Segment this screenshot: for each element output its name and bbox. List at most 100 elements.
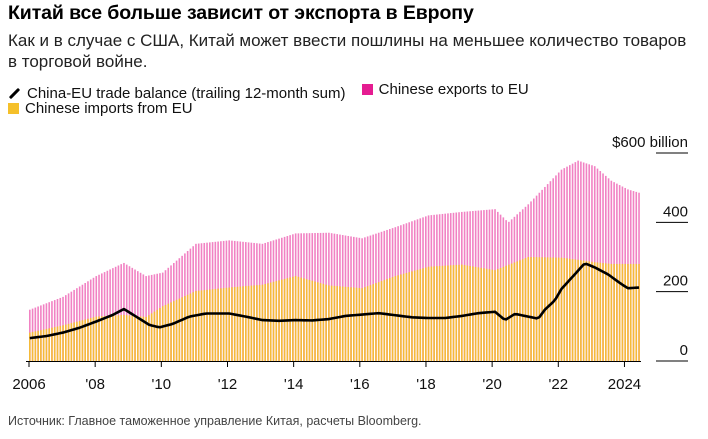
imports-bar: [602, 263, 604, 361]
imports-bar: [353, 287, 355, 361]
imports-bar: [508, 264, 510, 361]
imports-bar: [624, 263, 626, 361]
imports-bar: [519, 260, 521, 361]
imports-bar: [261, 284, 264, 361]
imports-bar: [139, 316, 142, 361]
x-tick-label-2022: '22: [549, 376, 569, 393]
x-tick-label-2020: '20: [482, 376, 502, 393]
imports-bar: [206, 289, 208, 361]
imports-bar: [236, 286, 239, 361]
imports-bar: [106, 315, 109, 361]
imports-bar: [161, 306, 164, 361]
imports-bar: [552, 257, 554, 361]
imports-bar: [546, 257, 549, 361]
imports-bar: [419, 269, 422, 361]
imports-bar: [53, 327, 56, 361]
x-tick-label-2024: 2024: [608, 376, 641, 393]
imports-bar: [516, 261, 518, 361]
imports-bar: [103, 316, 106, 361]
imports-bar: [607, 263, 610, 361]
imports-bar: [197, 290, 200, 361]
imports-bar: [217, 288, 219, 361]
imports-bar: [577, 259, 579, 361]
imports-bar: [347, 287, 350, 361]
imports-bar: [449, 265, 452, 361]
imports-bar: [463, 265, 466, 361]
imports-bar: [330, 285, 333, 361]
imports-bar: [375, 283, 377, 361]
imports-bar: [599, 262, 602, 361]
imports-bar: [89, 318, 92, 361]
imports-bar: [533, 257, 535, 361]
imports-bar: [574, 259, 577, 361]
imports-bar: [228, 287, 230, 361]
imports-bar: [114, 315, 117, 361]
imports-bar: [563, 258, 566, 361]
imports-bar: [40, 330, 42, 361]
imports-bar: [222, 288, 225, 361]
x-tick-label-2006: 2006: [12, 376, 45, 393]
imports-bar: [499, 267, 502, 361]
imports-bar: [510, 263, 513, 361]
imports-bar: [70, 323, 73, 361]
imports-bar: [593, 262, 596, 361]
imports-bar: [394, 276, 397, 361]
imports-bar: [455, 264, 458, 361]
imports-bar: [175, 299, 178, 361]
imports-bar: [355, 287, 358, 361]
imports-bar: [95, 316, 98, 361]
imports-bar: [391, 277, 394, 361]
imports-bar: [242, 286, 244, 361]
imports-bar: [325, 284, 327, 361]
imports-bar: [178, 298, 181, 361]
imports-bar: [220, 288, 222, 361]
imports-bar: [344, 286, 347, 361]
imports-bar: [78, 320, 81, 361]
imports-bar: [530, 257, 532, 361]
imports-bar: [294, 276, 297, 361]
exports-bar: [137, 271, 139, 361]
y-tick-label-0: 0: [680, 342, 688, 359]
imports-bar: [483, 268, 485, 361]
imports-bar: [245, 286, 247, 361]
imports-bar: [413, 270, 416, 361]
imports-bar: [92, 317, 95, 361]
imports-bar: [322, 283, 325, 361]
imports-bar: [629, 263, 632, 361]
y-tick-label-600: $600 billion: [612, 134, 688, 151]
imports-bar: [616, 263, 618, 361]
imports-bar: [37, 330, 39, 361]
imports-bar: [253, 285, 255, 361]
legend-item-exports: Chinese exports to EU: [361, 81, 529, 98]
imports-bar: [524, 258, 527, 361]
imports-bar: [84, 319, 86, 361]
imports-bar: [436, 266, 438, 361]
chart-subtitle: Как и в случае с США, Китай может ввести…: [8, 31, 687, 71]
x-tick-label-2018: '18: [416, 376, 436, 393]
imports-bar: [433, 266, 435, 361]
legend-item-balance: China-EU trade balance (trailing 12-mont…: [8, 85, 345, 102]
imports-bar: [62, 325, 64, 361]
imports-bar: [109, 315, 111, 361]
imports-bar: [87, 318, 89, 361]
imports-bar: [156, 309, 158, 361]
imports-bar: [635, 263, 638, 361]
imports-bar: [491, 269, 494, 361]
imports-bar: [31, 331, 34, 361]
imports-bar: [458, 264, 460, 361]
imports-bar: [42, 329, 45, 361]
imports-bar: [610, 263, 613, 361]
imports-bar: [67, 323, 70, 361]
imports-bar: [513, 262, 516, 361]
source-note: Источник: Главное таможенное управление …: [8, 414, 422, 428]
imports-bar: [65, 324, 67, 361]
imports-bar: [383, 280, 386, 361]
imports-bar: [585, 260, 588, 361]
y-tick-label-400: 400: [663, 203, 688, 220]
exports-swatch-icon: [361, 84, 373, 95]
x-tick-label-2010: '10: [152, 376, 172, 393]
imports-bar: [153, 311, 156, 361]
imports-bar: [328, 285, 330, 361]
imports-bar: [369, 285, 372, 361]
